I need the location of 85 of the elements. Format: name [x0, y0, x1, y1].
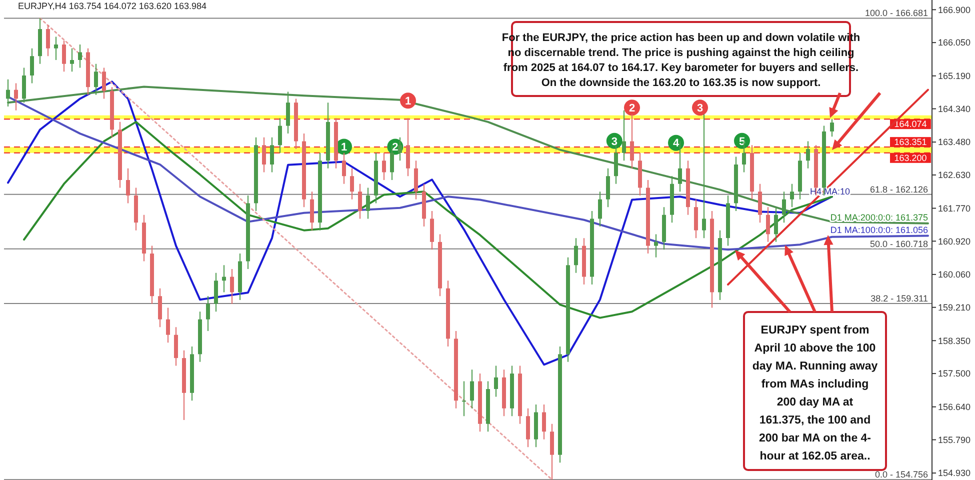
candlestick [62, 40, 66, 72]
candlestick [102, 67, 106, 100]
y-tick-label: 158.350 [938, 336, 971, 346]
candlestick [614, 144, 618, 184]
ref-line-label: 163.351 [894, 137, 927, 148]
y-tick-label: 160.920 [938, 236, 971, 246]
y-tick-label: 164.340 [938, 104, 971, 114]
annotation: 2 [392, 142, 398, 154]
y-tick-label: 156.640 [938, 402, 971, 412]
y-tick-label: 166.050 [938, 38, 971, 48]
annotation: 1 [340, 142, 348, 154]
candlestick [758, 183, 762, 224]
annotation: EURJPY,H4 163.754 164.072 163.620 163.984 [18, 1, 206, 11]
candlestick [30, 48, 34, 84]
annotation: 1 [404, 95, 412, 108]
candlestick [350, 168, 354, 200]
annotation: D1 MA:100:0:0: 161.056 [830, 224, 928, 235]
candlestick [574, 238, 578, 274]
candlestick [158, 288, 162, 328]
candlestick [694, 198, 698, 239]
y-tick-label: 155.790 [938, 434, 971, 445]
candlestick [278, 118, 282, 154]
candlestick [630, 114, 634, 169]
candlestick [206, 296, 210, 332]
annotation: 3 [696, 102, 704, 114]
candlestick [126, 168, 130, 204]
annotation: D1 MA:200:0:0: 161.375 [830, 212, 928, 223]
candlestick [382, 152, 386, 180]
candlestick [398, 136, 402, 162]
candlestick [430, 210, 434, 250]
candlestick [214, 272, 218, 312]
y-tick-label: 166.900 [938, 4, 971, 15]
y-tick-label: 154.930 [938, 468, 971, 478]
y-tick-label: 163.480 [938, 137, 971, 148]
candlestick [462, 380, 466, 417]
candlestick [806, 140, 810, 169]
ref-line-label: 163.200 [894, 153, 927, 164]
candlestick [342, 152, 346, 184]
candlestick [358, 183, 362, 220]
candlestick [550, 423, 554, 480]
candlestick [542, 404, 546, 440]
candlestick [598, 191, 602, 227]
candlestick [830, 118, 834, 138]
candlestick [54, 36, 58, 60]
candlestick [286, 91, 290, 134]
candlestick [262, 136, 266, 173]
annotation: EURJPY spent from April 10 above the 100 day MA. Running away from MAs including 200 day MA at 161.375, the 100 and 200 bar MA on the 4- hour at 162.05 area.. [752, 324, 878, 462]
annotation: 61.8 - 162.126 [870, 184, 928, 194]
candlestick [14, 82, 18, 111]
annotation: 50.0 - 160.718 [870, 238, 928, 249]
candlestick [470, 369, 474, 409]
y-tick-label: 165.190 [938, 71, 971, 82]
y-tick-label: 162.630 [938, 170, 971, 180]
y-tick-label: 159.210 [938, 302, 971, 313]
candlestick [310, 191, 314, 231]
candlestick [622, 110, 626, 162]
annotation: 100.0 - 166.681 [864, 8, 928, 18]
candlestick [766, 206, 770, 242]
candlestick [494, 365, 498, 398]
candlestick [46, 24, 50, 57]
annotation: 2 [628, 102, 636, 114]
candlestick [70, 48, 74, 72]
candlestick [678, 140, 682, 192]
candlestick [790, 183, 794, 208]
candlestick [270, 136, 274, 173]
y-tick-label: 160.060 [938, 270, 971, 280]
candlestick [78, 44, 82, 68]
y-tick-label: 161.770 [938, 203, 971, 214]
candlestick [390, 144, 394, 180]
candlestick [366, 187, 370, 220]
annotation: 38.2 - 159.311 [870, 293, 928, 304]
candlestick [222, 264, 226, 293]
candlestick [654, 234, 658, 258]
candlestick [166, 307, 170, 344]
annotation: 0.0 - 154.756 [874, 470, 928, 480]
candlestick [414, 160, 418, 200]
candlestick [174, 326, 178, 366]
y-tick-label: 157.500 [938, 368, 971, 379]
annotation: 3 [611, 136, 618, 148]
annotation: 4 [672, 138, 680, 150]
candlestick [406, 118, 410, 177]
ref-line-label: 164.074 [894, 119, 927, 130]
candlestick [606, 168, 610, 208]
candlestick [230, 268, 234, 304]
candlestick [526, 408, 530, 448]
